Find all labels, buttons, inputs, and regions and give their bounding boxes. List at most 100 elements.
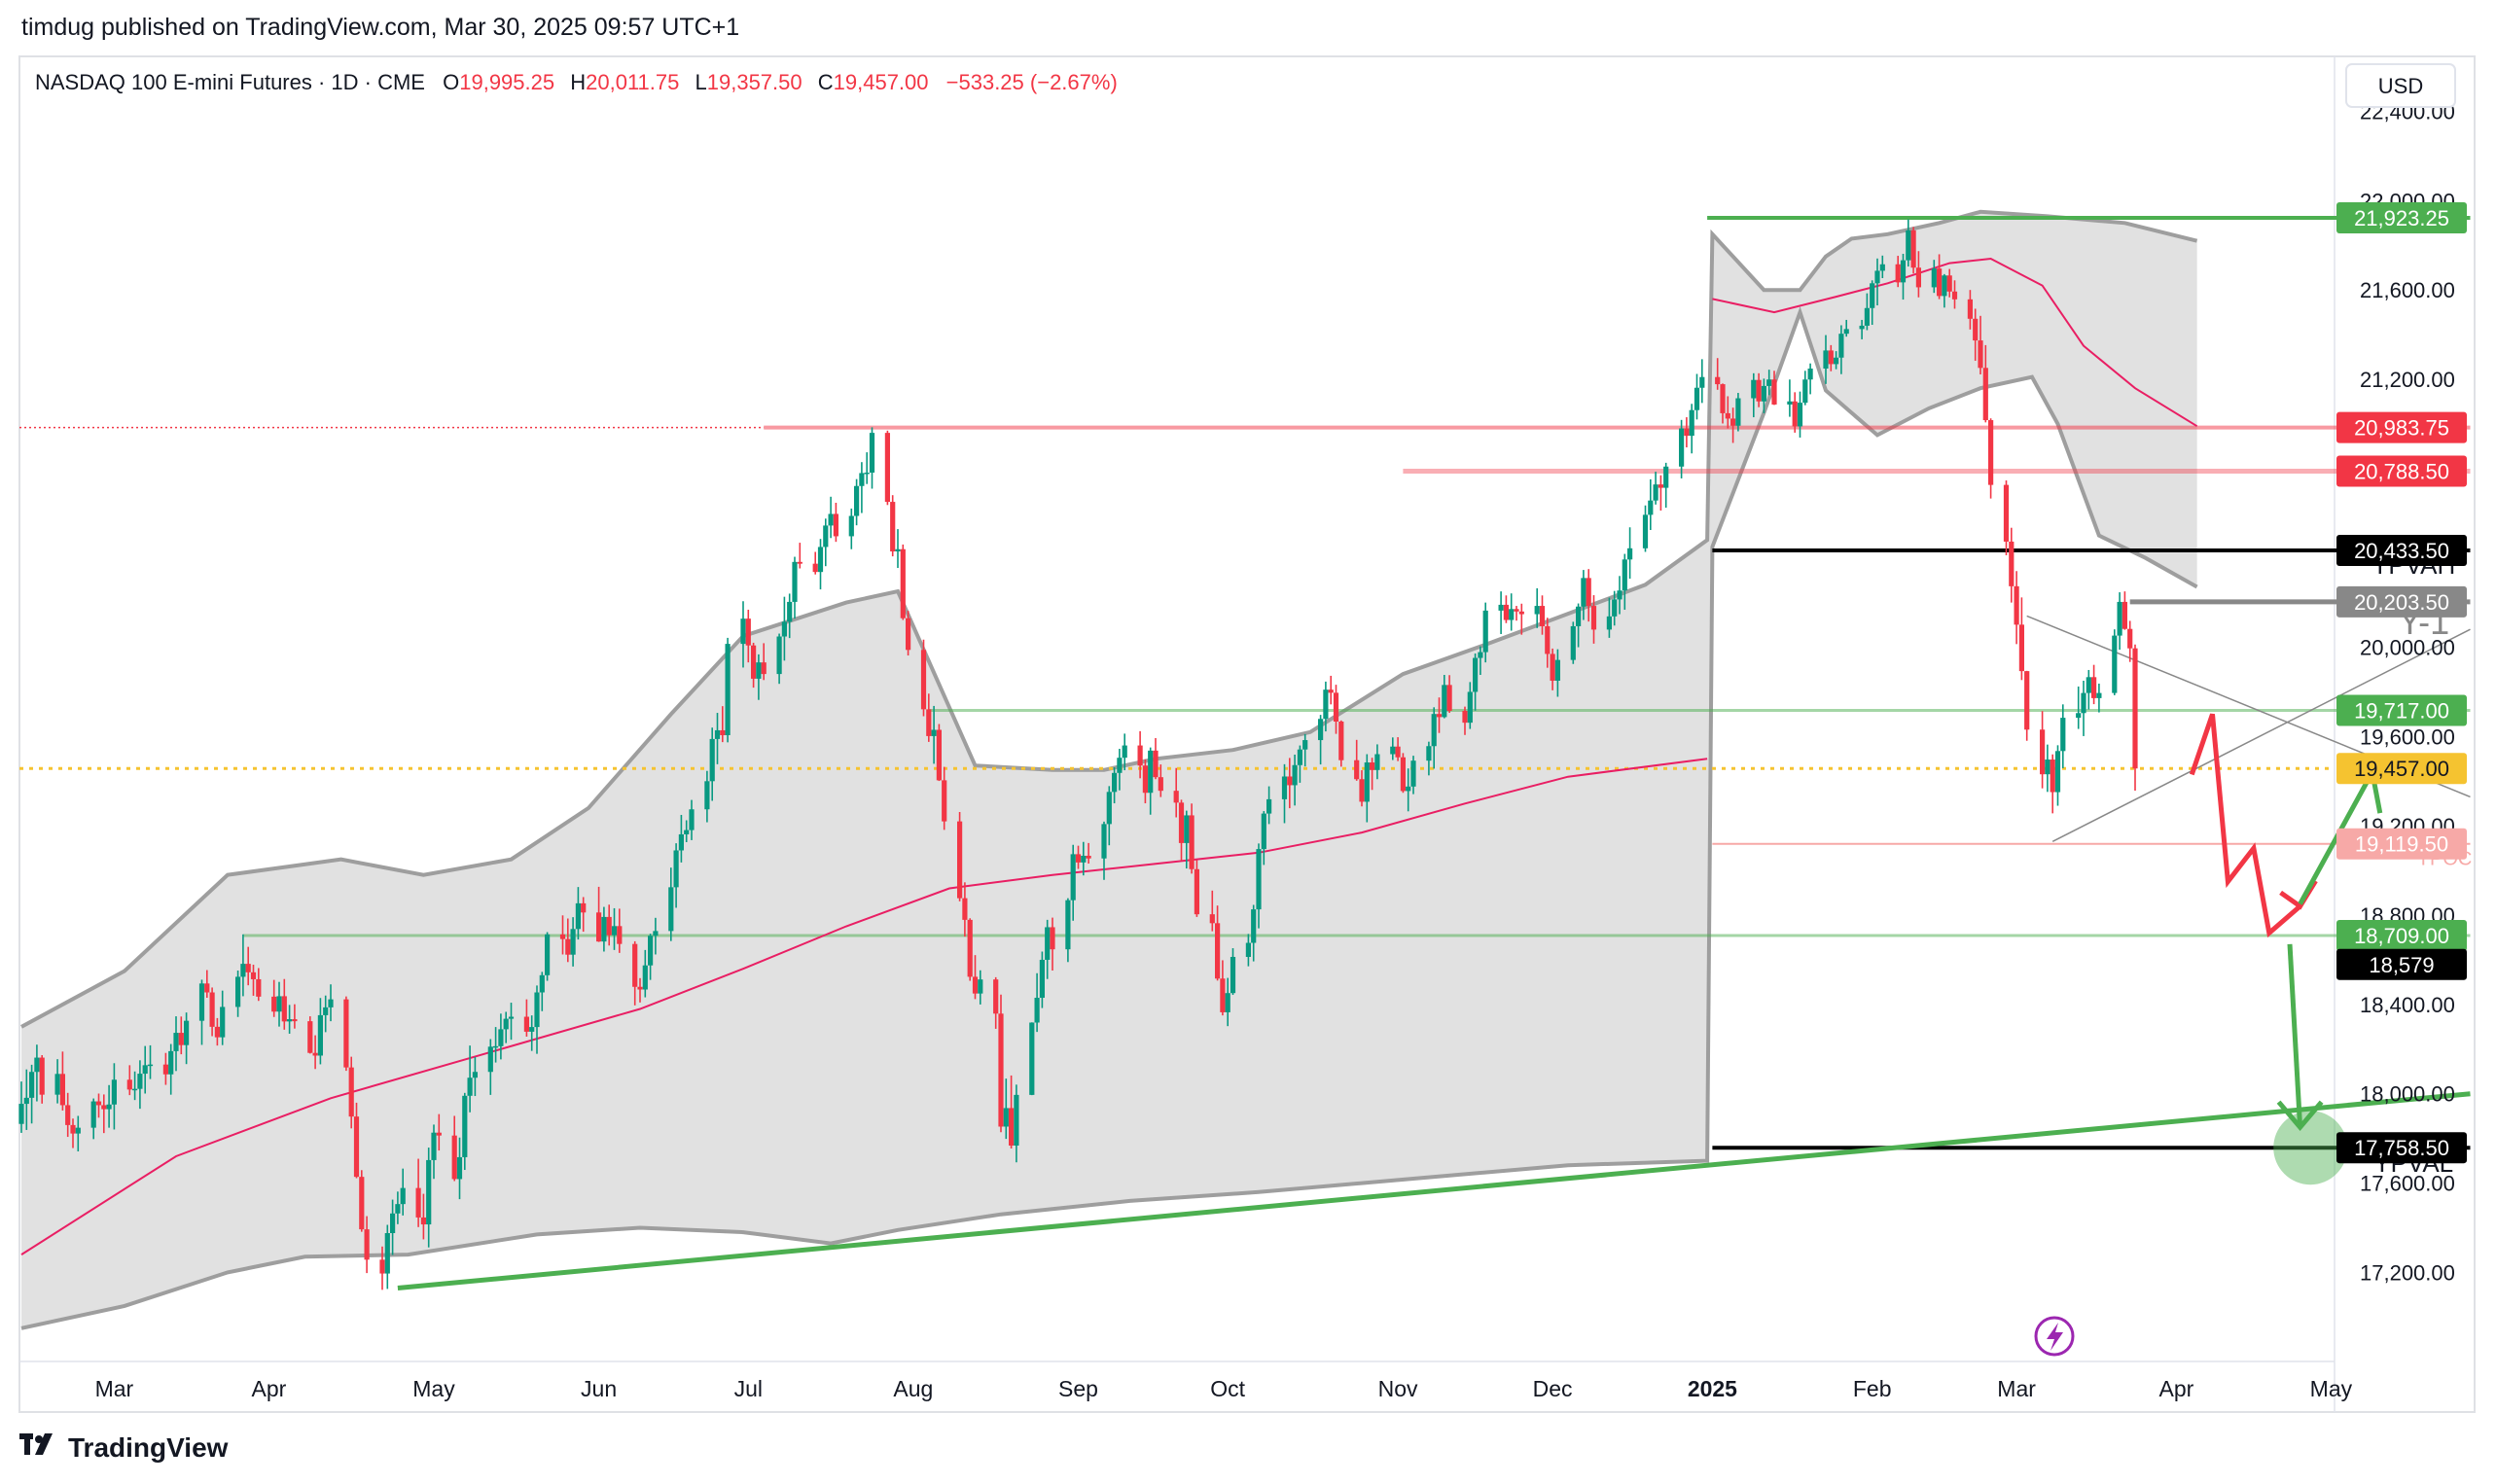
- candle-body: [1400, 757, 1406, 792]
- candle-body: [1617, 590, 1622, 600]
- currency-button[interactable]: USD: [2345, 63, 2456, 108]
- candle: [906, 611, 911, 656]
- candle: [1715, 358, 1721, 390]
- candle-body: [545, 934, 551, 975]
- candle: [250, 965, 257, 996]
- candle-body: [317, 1014, 323, 1056]
- candle-body: [426, 1159, 432, 1225]
- candle-body: [823, 525, 829, 548]
- candle: [534, 985, 540, 1054]
- lightning-icon[interactable]: [2034, 1316, 2075, 1357]
- price-tick: 20,000.00: [2360, 636, 2455, 660]
- candle-body: [539, 974, 545, 993]
- candle-body: [1570, 625, 1576, 660]
- candle: [1266, 786, 1272, 825]
- time-tick-jul: Jul: [734, 1376, 763, 1401]
- high-value: 20,011.75: [586, 70, 679, 94]
- candle: [1137, 730, 1143, 779]
- candle: [1967, 290, 1973, 330]
- candle-body: [1699, 376, 1705, 388]
- price-tick: 18,000.00: [2360, 1082, 2455, 1107]
- candle: [178, 1016, 184, 1055]
- time-axis[interactable]: Mar Apr May Jun Jul Aug Sep Oct Nov Dec 2025 Feb Mar…: [95, 1376, 2353, 1401]
- candle-body: [967, 919, 973, 977]
- candle-body: [420, 1217, 426, 1225]
- candle: [606, 904, 612, 946]
- candle-body: [1843, 329, 1849, 335]
- candle-body: [1426, 746, 1432, 761]
- band-top-line: [20, 209, 2198, 1029]
- candle-body: [503, 1018, 509, 1030]
- candle: [1400, 753, 1406, 794]
- candle: [184, 1012, 190, 1065]
- candle: [2091, 664, 2097, 705]
- candle: [1988, 418, 1994, 499]
- candle-body: [1622, 559, 1627, 591]
- candle: [1029, 1022, 1035, 1096]
- candle: [1879, 255, 1885, 279]
- candle: [596, 886, 602, 942]
- candle-body: [1364, 762, 1370, 802]
- candle-body: [23, 1097, 29, 1105]
- candle-body: [1112, 772, 1118, 793]
- candle: [1359, 770, 1365, 807]
- price-label-pink: 19,119.50: [2336, 828, 2467, 860]
- candle: [1870, 280, 1875, 325]
- candle-body: [787, 601, 793, 622]
- candle-body: [498, 1029, 504, 1046]
- candle: [456, 1137, 463, 1200]
- candle-body: [575, 902, 581, 930]
- candle-body: [740, 618, 746, 645]
- candle-body: [1287, 776, 1293, 786]
- candle: [1065, 898, 1071, 963]
- candle-body: [1003, 1108, 1009, 1127]
- candle: [328, 984, 334, 1022]
- candlesticks: [18, 219, 2138, 1290]
- candle-body: [209, 992, 215, 1027]
- candle-body: [1859, 325, 1865, 330]
- candle-body: [1178, 802, 1185, 843]
- candle-body: [1937, 268, 1943, 297]
- candle: [1426, 741, 1432, 776]
- candle: [581, 897, 587, 933]
- candle-body: [596, 912, 602, 942]
- candle-body: [1988, 420, 1994, 485]
- candle: [1617, 576, 1622, 615]
- candle: [276, 981, 282, 1027]
- candle: [1534, 587, 1540, 628]
- candle-body: [1834, 357, 1839, 365]
- candle-body: [1771, 379, 1777, 405]
- currency-label: USD: [2378, 74, 2423, 98]
- candle: [678, 814, 684, 863]
- price-axis[interactable]: 17,200.0017,600.0018,000.0018,400.0018,8…: [2360, 100, 2455, 1286]
- candle: [1570, 621, 1576, 664]
- candle-body: [1225, 993, 1230, 1012]
- candle-body: [198, 983, 205, 1021]
- candle-body: [184, 1020, 190, 1045]
- candle-body: [1122, 745, 1127, 759]
- candle-body: [1245, 942, 1251, 957]
- price-label-text: 19,119.50: [2355, 832, 2448, 857]
- candle: [472, 1056, 478, 1097]
- candle-body: [348, 1067, 354, 1117]
- green-up-arrow-shaft: [2298, 770, 2374, 905]
- candle: [59, 1051, 65, 1111]
- candle: [890, 495, 896, 557]
- candle-body: [106, 1104, 112, 1110]
- candle-body: [812, 563, 818, 573]
- candle-body: [1606, 616, 1612, 630]
- candle-body: [1679, 428, 1685, 467]
- candle-body: [1251, 909, 1257, 943]
- candle: [740, 601, 746, 668]
- time-tick-apr: Apr: [2159, 1376, 2194, 1401]
- candle: [936, 724, 942, 782]
- candle: [1834, 351, 1839, 370]
- candle: [539, 972, 545, 1011]
- candle-body: [1302, 740, 1308, 750]
- candle: [704, 770, 710, 823]
- tradingview-logo[interactable]: TradingView: [19, 1431, 228, 1465]
- candle-body: [1158, 777, 1163, 792]
- candle: [23, 1069, 29, 1130]
- candle: [415, 1158, 421, 1227]
